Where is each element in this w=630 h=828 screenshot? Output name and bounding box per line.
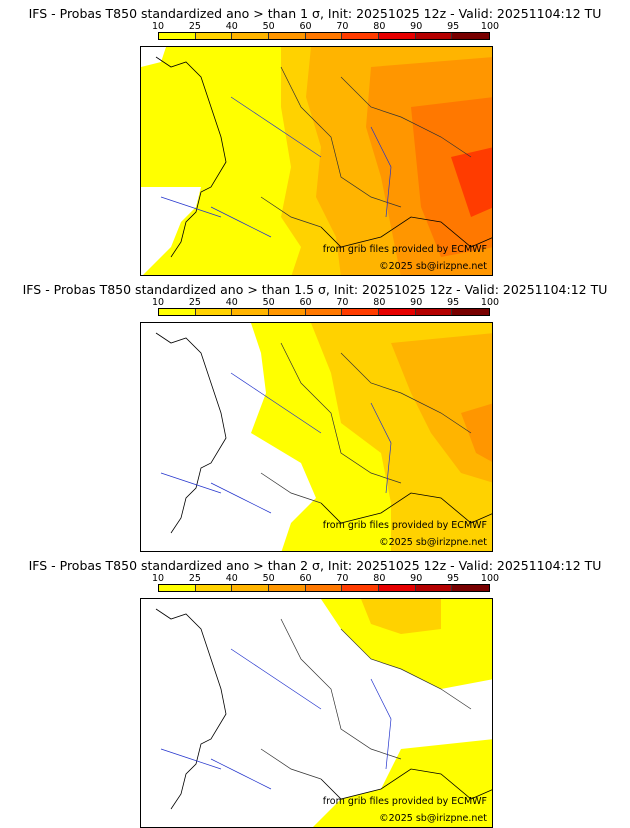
legend-swatch	[232, 33, 270, 39]
legend-swatch	[159, 585, 196, 591]
legend-tick-label: 80	[373, 297, 386, 308]
legend-tick-label: 100	[480, 21, 500, 32]
legend-labels: 10 25 40 50 60 70 80 90 95 100	[152, 573, 499, 584]
legend-swatch	[269, 309, 306, 315]
legend-swatch	[415, 585, 453, 591]
legend-swatch	[342, 33, 380, 39]
map-svg	[141, 323, 492, 551]
probability-map: from grib files provided by ECMWF ©2025 …	[140, 322, 493, 552]
legend-tick-label: 95	[447, 297, 460, 308]
legend-tick-label: 10	[151, 573, 165, 584]
legend-swatch	[452, 585, 490, 591]
legend-swatch	[159, 309, 196, 315]
legend-swatch	[305, 585, 343, 591]
map-panel-3: IFS - Probas T850 standardized ano > tha…	[0, 552, 630, 828]
legend-tick-label: 90	[410, 21, 423, 32]
panel-title: IFS - Probas T850 standardized ano > tha…	[22, 282, 608, 297]
legend-swatch	[232, 585, 270, 591]
legend-swatch	[379, 33, 416, 39]
map-svg	[141, 599, 492, 827]
legend-tick-label: 80	[373, 21, 386, 32]
panel-title: IFS - Probas T850 standardized ano > tha…	[28, 558, 602, 573]
legend-tick-label: 40	[225, 573, 238, 584]
legend-swatch	[305, 33, 343, 39]
legend-tick-label: 40	[225, 21, 238, 32]
legend-tick-label: 50	[262, 573, 275, 584]
legend-tick-label: 60	[299, 21, 312, 32]
copyright-credit: ©2025 sb@irizpne.net	[379, 813, 487, 824]
legend-tick-label: 100	[480, 573, 500, 584]
legend-swatch	[415, 309, 453, 315]
legend-tick-label: 70	[336, 573, 349, 584]
legend-swatch	[269, 33, 306, 39]
legend-tick-label: 95	[447, 573, 460, 584]
legend-tick-label: 70	[336, 21, 349, 32]
legend-swatch	[305, 309, 343, 315]
legend-swatch	[195, 585, 233, 591]
legend-tick-label: 95	[447, 21, 460, 32]
source-credit: from grib files provided by ECMWF	[322, 244, 487, 255]
panel-title: IFS - Probas T850 standardized ano > tha…	[28, 6, 602, 21]
legend-swatch	[415, 33, 453, 39]
legend-tick-label: 50	[262, 297, 275, 308]
legend-swatch	[452, 33, 490, 39]
legend-swatch	[195, 309, 233, 315]
copyright-credit: ©2025 sb@irizpne.net	[379, 261, 487, 272]
legend-tick-label: 10	[151, 21, 165, 32]
legend-swatch	[452, 309, 490, 315]
legend-swatch	[379, 585, 416, 591]
map-panel-2: IFS - Probas T850 standardized ano > tha…	[0, 276, 630, 552]
legend-colorbar	[158, 584, 490, 592]
legend-swatch	[195, 33, 233, 39]
legend-tick-label: 80	[373, 573, 386, 584]
legend-tick-label: 100	[480, 297, 500, 308]
legend-tick-label: 25	[188, 297, 201, 308]
legend-tick-label: 90	[410, 573, 423, 584]
legend-tick-label: 40	[225, 297, 238, 308]
map-panel-1: IFS - Probas T850 standardized ano > tha…	[0, 0, 630, 276]
legend-labels: 10 25 40 50 60 70 80 90 95 100	[152, 297, 499, 308]
legend-swatch	[232, 309, 270, 315]
probability-map: from grib files provided by ECMWF ©2025 …	[140, 598, 493, 828]
legend-tick-label: 60	[299, 297, 312, 308]
legend-tick-label: 50	[262, 21, 275, 32]
legend-tick-label: 70	[336, 297, 349, 308]
legend-tick-label: 25	[188, 573, 201, 584]
legend-tick-label: 60	[299, 573, 312, 584]
legend-colorbar	[158, 308, 490, 316]
legend-colorbar	[158, 32, 490, 40]
legend-swatch	[159, 33, 196, 39]
legend-labels: 10 25 40 50 60 70 80 90 95 100	[152, 21, 499, 32]
map-svg	[141, 47, 492, 275]
legend-swatch	[269, 585, 306, 591]
legend-tick-label: 25	[188, 21, 201, 32]
source-credit: from grib files provided by ECMWF	[322, 796, 487, 807]
legend-tick-label: 90	[410, 297, 423, 308]
copyright-credit: ©2025 sb@irizpne.net	[379, 537, 487, 548]
legend-swatch	[342, 309, 380, 315]
probability-map: from grib files provided by ECMWF ©2025 …	[140, 46, 493, 276]
legend-swatch	[379, 309, 416, 315]
legend-swatch	[342, 585, 380, 591]
source-credit: from grib files provided by ECMWF	[322, 520, 487, 531]
legend-tick-label: 10	[151, 297, 165, 308]
